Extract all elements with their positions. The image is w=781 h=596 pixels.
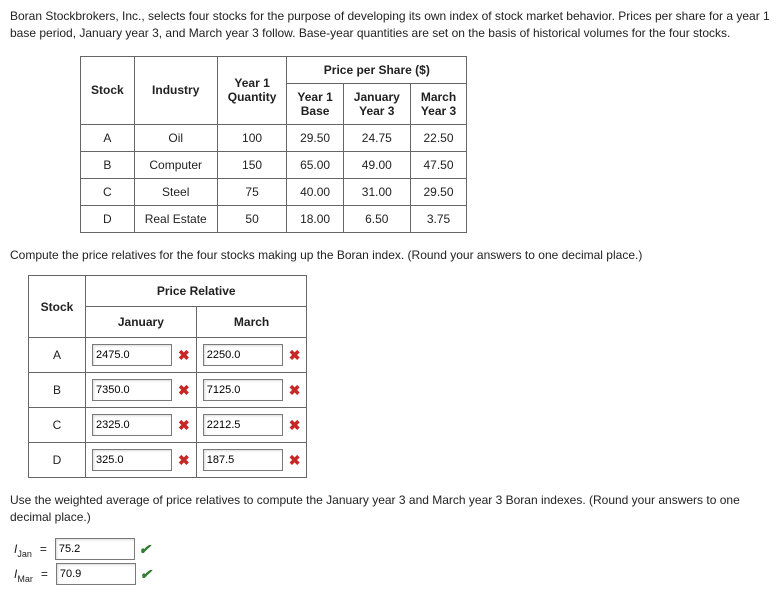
cell-stock: B <box>29 373 86 408</box>
price-relative-mar-input[interactable] <box>203 379 283 401</box>
index-mar-input[interactable] <box>56 563 136 585</box>
wrong-icon: ✖ <box>178 348 190 362</box>
col-y1base: Year 1 Base <box>287 83 343 124</box>
price-relative-jan-input[interactable] <box>92 379 172 401</box>
cell-mar: 47.50 <box>410 151 466 178</box>
pr-col-jan: January <box>86 307 197 338</box>
cell-mar: 22.50 <box>410 124 466 151</box>
table-row: A ✖ ✖ <box>29 338 307 373</box>
table-row: BComputer15065.0049.0047.50 <box>81 151 467 178</box>
wrong-icon: ✖ <box>289 418 301 432</box>
cell-stock: D <box>29 443 86 478</box>
col-industry: Industry <box>134 56 217 124</box>
cell-y1: 18.00 <box>287 205 343 232</box>
cell-qty: 100 <box>217 124 287 151</box>
cell-industry: Steel <box>134 178 217 205</box>
pr-col-group: Price Relative <box>86 276 307 307</box>
price-relative-mar-input[interactable] <box>203 414 283 436</box>
price-relative-mar-input[interactable] <box>203 449 283 471</box>
stock-data-table: Stock Industry Year 1 Quantity Price per… <box>80 56 467 233</box>
col-jan: January Year 3 <box>343 83 410 124</box>
wrong-icon: ✖ <box>289 383 301 397</box>
cell-qty: 75 <box>217 178 287 205</box>
price-relative-table: Stock Price Relative January March A ✖ ✖ B ✖… <box>28 275 307 478</box>
price-relative-mar-input[interactable] <box>203 344 283 366</box>
cell-industry: Oil <box>134 124 217 151</box>
wrong-icon: ✖ <box>178 453 190 467</box>
wrong-icon: ✖ <box>178 418 190 432</box>
col-price-group: Price per Share ($) <box>287 56 467 83</box>
cell-stock: A <box>29 338 86 373</box>
cell-mar: 3.75 <box>410 205 466 232</box>
index-mar-row: IMar = ✔ <box>14 563 771 585</box>
table-row: DReal Estate5018.006.503.75 <box>81 205 467 232</box>
index-mar-label: IMar <box>14 567 33 581</box>
cell-y1: 29.50 <box>287 124 343 151</box>
cell-stock: A <box>81 124 135 151</box>
cell-stock: C <box>81 178 135 205</box>
index-jan-input[interactable] <box>55 538 135 560</box>
cell-y1: 40.00 <box>287 178 343 205</box>
cell-jan: 24.75 <box>343 124 410 151</box>
wrong-icon: ✖ <box>178 383 190 397</box>
equals-sign: = <box>40 542 47 556</box>
pr-col-stock: Stock <box>29 276 86 338</box>
index-jan-label: IJan <box>14 542 32 556</box>
cell-qty: 50 <box>217 205 287 232</box>
table-row: C ✖ ✖ <box>29 408 307 443</box>
col-qty: Year 1 Quantity <box>217 56 287 124</box>
cell-stock: C <box>29 408 86 443</box>
table-row: B ✖ ✖ <box>29 373 307 408</box>
cell-qty: 150 <box>217 151 287 178</box>
cell-jan: 49.00 <box>343 151 410 178</box>
pr-col-mar: March <box>196 307 307 338</box>
index-jan-row: IJan = ✔ <box>14 538 771 560</box>
price-relative-jan-input[interactable] <box>92 344 172 366</box>
problem-intro: Boran Stockbrokers, Inc., selects four s… <box>10 8 771 42</box>
instruction-indexes: Use the weighted average of price relati… <box>10 492 771 526</box>
price-relative-jan-input[interactable] <box>92 449 172 471</box>
cell-industry: Real Estate <box>134 205 217 232</box>
price-relative-jan-input[interactable] <box>92 414 172 436</box>
cell-y1: 65.00 <box>287 151 343 178</box>
col-mar: March Year 3 <box>410 83 466 124</box>
wrong-icon: ✖ <box>289 453 301 467</box>
col-stock: Stock <box>81 56 135 124</box>
equals-sign: = <box>41 567 48 581</box>
instruction-price-relatives: Compute the price relatives for the four… <box>10 247 771 264</box>
cell-mar: 29.50 <box>410 178 466 205</box>
check-icon: ✔ <box>140 567 152 581</box>
cell-jan: 6.50 <box>343 205 410 232</box>
cell-stock: D <box>81 205 135 232</box>
cell-industry: Computer <box>134 151 217 178</box>
table-row: D ✖ ✖ <box>29 443 307 478</box>
cell-jan: 31.00 <box>343 178 410 205</box>
table-row: AOil10029.5024.7522.50 <box>81 124 467 151</box>
check-icon: ✔ <box>139 542 151 556</box>
wrong-icon: ✖ <box>289 348 301 362</box>
table-row: CSteel7540.0031.0029.50 <box>81 178 467 205</box>
cell-stock: B <box>81 151 135 178</box>
